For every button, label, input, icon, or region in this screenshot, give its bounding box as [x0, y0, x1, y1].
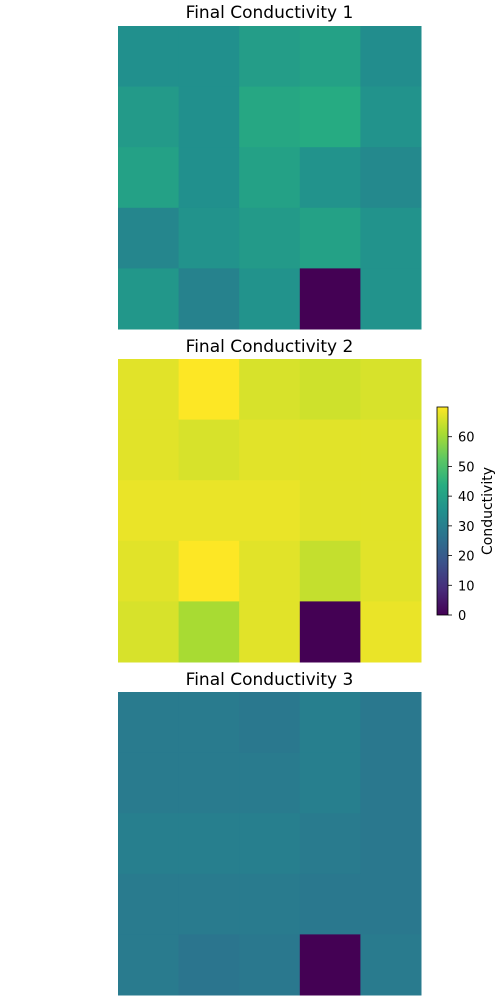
panel-1-cell-r0-c4	[360, 26, 422, 88]
panel-3-cell-r4-c1	[178, 934, 240, 996]
panel-1-cell-r0-c1	[178, 26, 240, 88]
panel-3-cell-r1-c2	[239, 752, 301, 814]
panel-1-cell-r4-c2	[239, 268, 301, 330]
panel-3-cell-r4-c3	[299, 934, 361, 996]
panel-1-cell-r1-c2	[239, 86, 301, 148]
panel-2-cell-r2-c1	[178, 480, 240, 542]
panel-1-cell-r2-c0	[118, 147, 180, 209]
panel-1-cell-r3-c1	[178, 207, 240, 269]
panel-2-cell-r0-c0	[118, 359, 180, 421]
panel-3-cell-r1-c3	[299, 752, 361, 814]
panel-1-cell-r0-c3	[299, 26, 361, 88]
colorbar-tick-label-2: 20	[458, 550, 475, 565]
panel-2-cell-r4-c4	[360, 601, 422, 663]
panel-3-cell-r0-c0	[118, 692, 180, 754]
panel-3-cell-r1-c1	[178, 752, 240, 814]
panel-1-cell-r2-c1	[178, 147, 240, 209]
panel-2-cell-r1-c0	[118, 419, 180, 481]
panel-2-cell-r0-c4	[360, 359, 422, 421]
panel-1-cell-r0-c2	[239, 26, 301, 88]
panel-2-cell-r0-c3	[299, 359, 361, 421]
panel-3-cell-r4-c0	[118, 934, 180, 996]
panel-2-cell-r3-c1	[178, 540, 240, 602]
panel-3-cell-r3-c1	[178, 873, 240, 935]
panel-1-cell-r1-c3	[299, 86, 361, 148]
panel-3-cell-r3-c4	[360, 873, 422, 935]
panel-3-cell-r3-c0	[118, 873, 180, 935]
panel-3-cell-r4-c4	[360, 934, 422, 996]
colorbar-gradient	[436, 406, 449, 616]
panel-3-cell-r3-c2	[239, 873, 301, 935]
panel-3-cell-r2-c2	[239, 813, 301, 875]
panel-1-cell-r2-c4	[360, 147, 422, 209]
panel-1-title: Final Conductivity 1	[186, 3, 354, 23]
panel-2-cell-r4-c3	[299, 601, 361, 663]
panel-2-cell-r2-c2	[239, 480, 301, 542]
colorbar-tick-label-5: 50	[458, 460, 475, 475]
panel-3: Final Conductivity 3	[118, 670, 422, 996]
panel-3-cell-r2-c0	[118, 813, 180, 875]
panel-3-cell-r3-c3	[299, 873, 361, 935]
panel-1-cell-r3-c0	[118, 207, 180, 269]
panel-2-cell-r2-c4	[360, 480, 422, 542]
panel-1-cell-r4-c0	[118, 268, 180, 330]
panel-1-grid	[118, 26, 422, 330]
panel-1-cell-r4-c3	[299, 268, 361, 330]
panel-3-cell-r2-c4	[360, 813, 422, 875]
panel-3-cell-r2-c3	[299, 813, 361, 875]
panel-2-cell-r1-c2	[239, 419, 301, 481]
panel-1-cell-r4-c1	[178, 268, 240, 330]
panel-3-grid	[118, 692, 422, 996]
panel-2-cell-r1-c3	[299, 419, 361, 481]
panel-2-cell-r1-c4	[360, 419, 422, 481]
panel-2-cell-r3-c3	[299, 540, 361, 602]
panel-1-cell-r1-c1	[178, 86, 240, 148]
colorbar-tick-label-0: 0	[458, 609, 466, 624]
panel-1-cell-r3-c3	[299, 207, 361, 269]
panel-1: Final Conductivity 1	[118, 3, 422, 330]
panel-2-title: Final Conductivity 2	[186, 337, 354, 357]
panel-1-cell-r4-c4	[360, 268, 422, 330]
panel-2-cell-r4-c0	[118, 601, 180, 663]
panel-1-cell-r1-c4	[360, 86, 422, 148]
panel-2-cell-r2-c0	[118, 480, 180, 542]
colorbar-tick-label-4: 40	[458, 490, 475, 505]
panel-2-cell-r3-c2	[239, 540, 301, 602]
colorbar-label: Conductivity	[480, 467, 496, 555]
panel-2-cell-r1-c1	[178, 419, 240, 481]
panel-3-cell-r1-c4	[360, 752, 422, 814]
colorbar-tick-label-1: 10	[458, 579, 475, 594]
panel-1-cell-r2-c2	[239, 147, 301, 209]
panel-3-cell-r2-c1	[178, 813, 240, 875]
panel-2-grid	[118, 359, 422, 663]
panel-3-cell-r4-c2	[239, 934, 301, 996]
panel-1-cell-r2-c3	[299, 147, 361, 209]
panel-3-title: Final Conductivity 3	[186, 670, 354, 690]
panel-3-cell-r1-c0	[118, 752, 180, 814]
panel-2-cell-r4-c1	[178, 601, 240, 663]
panel-2-cell-r2-c3	[299, 480, 361, 542]
panel-2-cell-r4-c2	[239, 601, 301, 663]
panel-2: Final Conductivity 2	[118, 337, 422, 663]
colorbar-tick-label-3: 30	[458, 520, 475, 535]
panel-2-cell-r0-c1	[178, 359, 240, 421]
colorbar: 0 10 20 30 40 50 60 Conductivity	[436, 406, 496, 624]
panel-1-cell-r1-c0	[118, 86, 180, 148]
panel-1-cell-r0-c0	[118, 26, 180, 88]
panel-1-cell-r3-c4	[360, 207, 422, 269]
panel-3-cell-r0-c3	[299, 692, 361, 754]
panel-3-cell-r0-c4	[360, 692, 422, 754]
panel-2-cell-r3-c4	[360, 540, 422, 602]
panel-3-cell-r0-c1	[178, 692, 240, 754]
panel-2-cell-r0-c2	[239, 359, 301, 421]
panel-1-cell-r3-c2	[239, 207, 301, 269]
colorbar-ticks: 0 10 20 30 40 50 60	[448, 431, 475, 624]
colorbar-tick-label-6: 60	[458, 431, 475, 446]
panel-3-cell-r0-c2	[239, 692, 301, 754]
panel-2-cell-r3-c0	[118, 540, 180, 602]
